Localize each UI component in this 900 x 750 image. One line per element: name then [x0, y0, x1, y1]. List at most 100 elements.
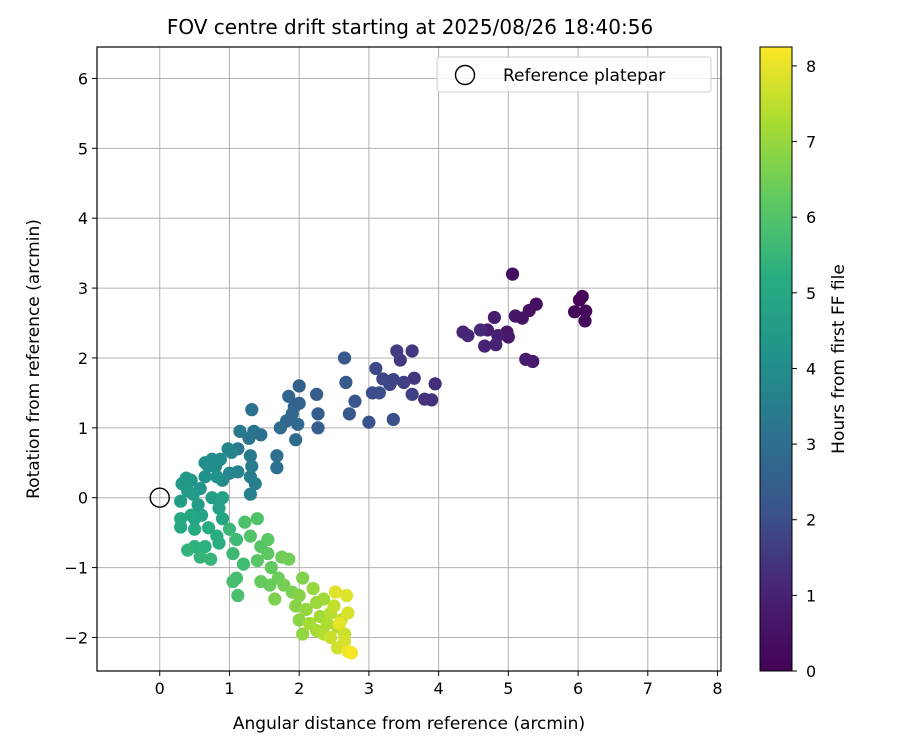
y-tick-label: 5 — [78, 139, 88, 158]
colorbar-tick-label: 5 — [806, 284, 816, 303]
data-point — [201, 521, 216, 535]
data-point — [243, 529, 257, 543]
colorbar-tick-label: 1 — [806, 586, 816, 605]
data-point — [250, 512, 264, 526]
x-tick-label: 7 — [643, 679, 653, 698]
grid-lines — [97, 47, 721, 671]
colorbar-ticks: 0 1 2 3 4 5 6 7 8 — [792, 57, 816, 681]
data-point — [323, 630, 338, 645]
data-point — [372, 386, 386, 400]
data-point — [501, 330, 515, 344]
data-point — [340, 588, 354, 603]
data-point — [397, 375, 411, 390]
data-point — [327, 599, 341, 613]
x-axis-ticks: 0 1 2 3 4 5 6 7 8 — [155, 671, 723, 698]
data-point — [405, 387, 419, 401]
data-point — [461, 328, 475, 343]
data-point — [418, 392, 432, 406]
y-axis-label: Rotation from reference (arcmin) — [24, 219, 44, 499]
data-point — [337, 634, 352, 648]
reference-point-circle — [149, 487, 170, 508]
data-point — [186, 487, 200, 501]
x-tick-label: 6 — [573, 679, 583, 698]
y-tick-label: 4 — [78, 209, 88, 228]
data-point — [337, 351, 352, 365]
data-point — [306, 581, 320, 596]
data-point — [344, 646, 359, 660]
colorbar-gradient — [759, 46, 793, 672]
data-point — [226, 547, 240, 561]
data-point — [193, 550, 207, 564]
data-point — [311, 421, 325, 435]
data-point — [362, 415, 376, 429]
x-tick-label: 4 — [434, 679, 444, 698]
x-tick-label: 8 — [712, 679, 722, 698]
data-point — [174, 494, 188, 508]
data-point — [222, 522, 237, 536]
data-point — [386, 412, 400, 427]
y-tick-label: 6 — [78, 69, 88, 88]
data-point — [487, 310, 502, 325]
data-point — [236, 557, 251, 571]
data-point — [268, 592, 282, 606]
x-tick-label: 1 — [224, 679, 234, 698]
chart-title: FOV centre drift starting at 2025/08/26 … — [167, 15, 653, 39]
data-point — [245, 403, 259, 417]
y-tick-label: 2 — [78, 349, 88, 368]
data-point — [261, 533, 275, 547]
data-point — [181, 543, 195, 557]
legend-entry-label: Reference platepar — [503, 66, 665, 86]
data-point — [405, 344, 419, 358]
data-point — [212, 501, 226, 515]
data-point — [270, 461, 284, 475]
data-point — [191, 498, 205, 512]
data-point — [210, 470, 224, 484]
data-point — [261, 547, 275, 561]
y-tick-label: −1 — [64, 559, 88, 578]
data-point — [519, 352, 533, 366]
data-point — [348, 394, 362, 408]
data-point — [215, 512, 230, 526]
data-point — [572, 293, 587, 307]
data-point — [578, 314, 592, 328]
x-tick-label: 0 — [155, 679, 165, 698]
data-point — [505, 267, 520, 281]
data-point — [508, 309, 522, 323]
data-point — [233, 424, 247, 438]
data-point — [333, 616, 347, 631]
x-tick-label: 5 — [503, 679, 513, 698]
data-point — [231, 588, 245, 603]
y-axis-ticks: −2 −1 0 1 2 3 4 5 6 — [64, 69, 97, 647]
data-point — [407, 371, 421, 385]
data-point — [282, 389, 296, 403]
data-point — [198, 470, 212, 484]
data-point — [243, 449, 257, 463]
data-point — [221, 442, 235, 456]
data-point — [205, 491, 219, 505]
data-point — [282, 552, 296, 566]
data-point — [316, 592, 331, 606]
data-point — [273, 421, 287, 435]
data-point — [478, 339, 492, 353]
legend-marker-circle — [454, 64, 476, 86]
data-points — [174, 267, 593, 660]
colorbar: 0 1 2 3 4 5 6 7 8 Hours from first FF file — [759, 46, 849, 681]
colorbar-label: Hours from first FF file — [829, 264, 849, 454]
data-point — [243, 487, 257, 501]
x-tick-label: 3 — [364, 679, 374, 698]
data-point — [376, 372, 390, 386]
data-point — [567, 305, 582, 319]
legend-box — [436, 56, 712, 93]
reference-marker — [149, 487, 170, 508]
x-axis-label: Angular distance from reference (arcmin) — [233, 714, 585, 734]
legend: Reference platepar — [436, 56, 712, 93]
data-point — [229, 533, 244, 547]
data-point — [291, 417, 305, 431]
data-point — [292, 613, 306, 627]
x-tick-label: 2 — [294, 679, 304, 698]
data-point — [489, 338, 503, 352]
data-point — [311, 407, 325, 421]
data-point — [428, 377, 442, 391]
data-point — [212, 536, 226, 550]
data-point — [250, 553, 264, 568]
